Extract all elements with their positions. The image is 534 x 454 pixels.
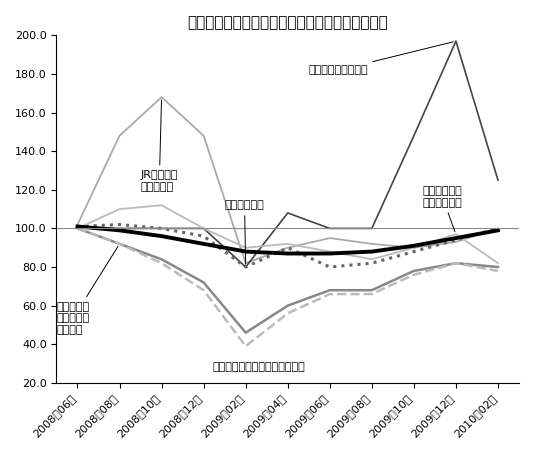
Text: JR鉄道コン
テナ輸送量: JR鉄道コン テナ輸送量 — [140, 100, 178, 192]
Text: 郵船航空サ
ービス航空
輸出混載: 郵船航空サ ービス航空 輸出混載 — [57, 246, 118, 335]
Text: 特別積合せト
ラック輸送量: 特別積合せト ラック輸送量 — [422, 186, 462, 232]
Text: 景気動向指数: 景気動向指数 — [225, 200, 264, 264]
Text: 近鉄エクスプレス航空輸出混載: 近鉄エクスプレス航空輸出混載 — [212, 362, 305, 372]
Text: 求車情報件数の推移: 求車情報件数の推移 — [309, 42, 453, 75]
Title: リーマンショック以降の景気動向指数と物流動向: リーマンショック以降の景気動向指数と物流動向 — [187, 15, 388, 30]
